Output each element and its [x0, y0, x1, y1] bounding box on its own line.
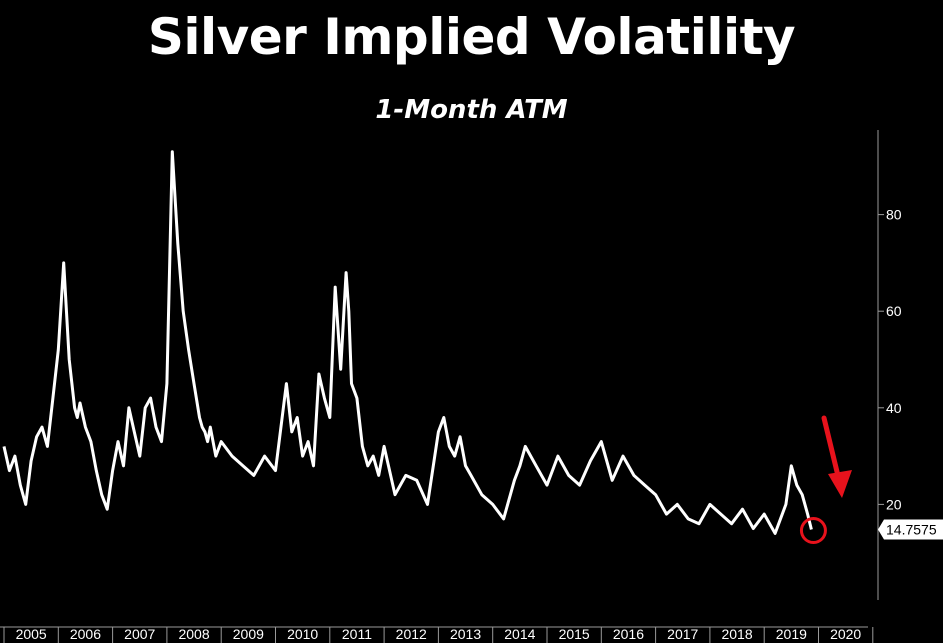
x-tick-label: 2012 [396, 626, 427, 642]
x-tick-label: 2007 [124, 626, 155, 642]
last-value-box [878, 519, 943, 540]
x-axis: 2005 2006 2007 2008 2009 2010 2011 2012 2013 2014… [0, 626, 874, 643]
annotation-layer: 14.7575 [799, 415, 943, 545]
last-value-text: 14.7575 [886, 522, 937, 538]
chart-title: Silver Implied Volatility [147, 8, 796, 66]
series-layer [2, 150, 813, 535]
x-tick-label: 2009 [233, 626, 264, 642]
y-axis: 20 40 60 80 [877, 130, 902, 600]
chart-subtitle: 1-Month ATM [375, 95, 568, 125]
arrow-head [828, 470, 852, 498]
x-tick-label: 2010 [287, 626, 318, 642]
y-tick-label: 40 [886, 400, 902, 416]
x-tick-label: 2013 [450, 626, 481, 642]
x-tick-label: 2008 [178, 626, 209, 642]
x-tick-label: 2019 [776, 626, 807, 642]
x-tick-label: 2017 [667, 626, 698, 642]
last-value-label: 14.7575 [878, 519, 943, 540]
x-tick-label: 2011 [342, 626, 372, 642]
x-tick-label: 2006 [70, 626, 101, 642]
y-tick-label: 60 [886, 303, 902, 319]
x-tick-label: 2014 [504, 626, 535, 642]
arrow-shaft [821, 415, 842, 483]
x-tick-label: 2018 [721, 626, 752, 642]
y-tick-label: 80 [886, 207, 902, 223]
x-tick-label: 2020 [830, 626, 861, 642]
red-circle-annotation [799, 517, 827, 545]
red-arrow-annotation [821, 415, 852, 498]
x-tick-label: 2015 [559, 626, 590, 642]
y-tick-label: 20 [886, 496, 902, 512]
x-tick-label: 2016 [613, 626, 644, 642]
series-line [2, 150, 813, 535]
x-tick-label: 2005 [16, 626, 47, 642]
